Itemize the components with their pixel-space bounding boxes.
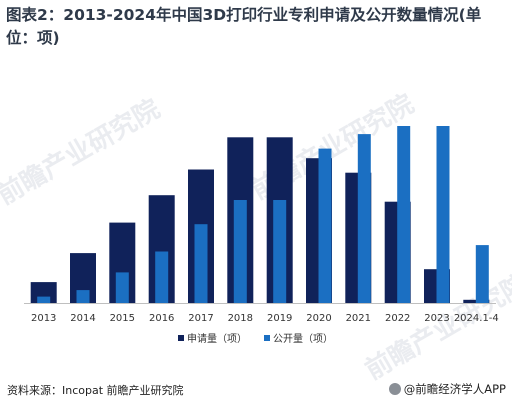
bar-publication-2021	[357, 134, 371, 303]
x-tick-label: 2019	[267, 313, 292, 324]
x-tick-label: 2022	[385, 313, 410, 324]
legend-swatch-2	[264, 335, 270, 341]
bar-publication-2019	[273, 200, 287, 303]
source-note: 资料来源：Incopat 前瞻产业研究院	[7, 384, 184, 397]
chart-title-container: 图表2：2013-2024年中国3D打印行业专利申请及公开数量情况(单位：项)	[6, 4, 506, 50]
bar-publication-2015	[115, 272, 129, 303]
bar-publication-2020	[318, 148, 332, 303]
x-tick-label: 2023	[424, 313, 449, 324]
bar-publication-2022	[397, 126, 411, 303]
x-tick-label: 2016	[149, 313, 174, 324]
brand-credit: @前瞻经济学人APP	[388, 381, 506, 397]
x-tick-label: 2013	[31, 313, 56, 324]
chart-title: 图表2：2013-2024年中国3D打印行业专利申请及公开数量情况(单位：项)	[6, 6, 482, 47]
x-tick-label: 2017	[188, 313, 213, 324]
x-tick-labels: 2013 2014 2015 2016 2017 2018 2019 2020 2021 2022…	[31, 313, 499, 324]
bar-publication-2018	[233, 200, 247, 303]
brand-credit-text: @前瞻经济学人APP	[403, 382, 506, 396]
bar-publication-2023	[436, 126, 450, 303]
legend: 申请量（项） 公开量（项）	[178, 332, 333, 345]
bar-publication-2024.1-4	[475, 245, 489, 303]
legend-label-2: 公开量（项）	[273, 333, 333, 345]
legend-label-1: 申请量（项）	[187, 332, 247, 345]
x-tick-label: 2021	[346, 313, 371, 324]
bar-publication-2013	[37, 296, 51, 303]
x-tick-label: 2018	[228, 313, 253, 324]
x-tick-label: 2020	[306, 313, 331, 324]
bar-publication-2016	[155, 251, 169, 303]
watermark-text: 前瞻产业研究院	[0, 93, 165, 211]
bar-publication-2017	[194, 224, 208, 303]
x-tick-label: 2015	[110, 313, 135, 324]
x-tick-label: 2014	[70, 313, 95, 324]
legend-swatch-1	[178, 335, 184, 341]
bar-publication-2014	[76, 290, 90, 303]
x-tick-label: 2024.1-4	[454, 313, 499, 324]
brand-logo-icon	[388, 383, 401, 395]
bars-group	[30, 126, 490, 303]
